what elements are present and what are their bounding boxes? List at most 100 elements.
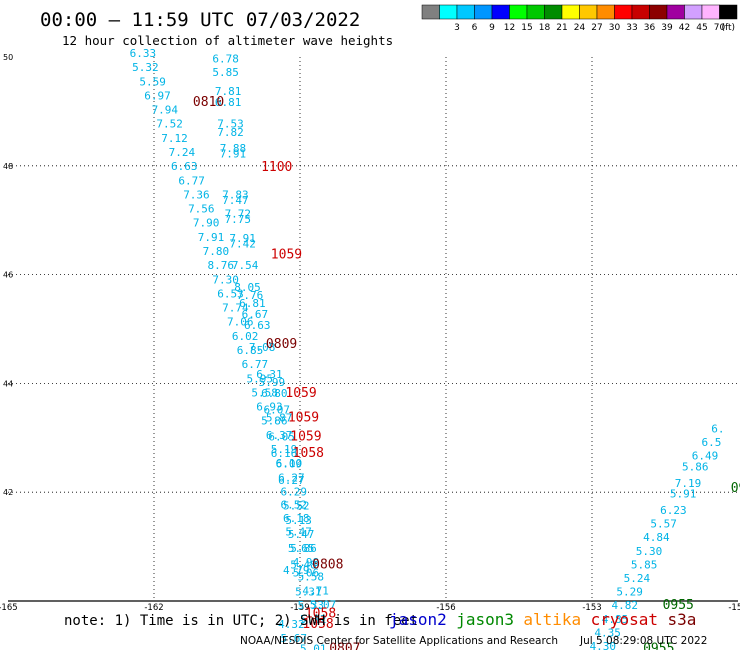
- swh-value-label: 5.57: [650, 518, 677, 531]
- colorbar-swatch: [544, 4, 563, 20]
- swh-value-label: 4.71: [302, 584, 329, 597]
- pass-time-label: 1058: [293, 446, 324, 461]
- swh-value-label: 6.63: [244, 319, 270, 332]
- swh-value-label: 6.80: [261, 387, 288, 400]
- pass-time-label: 0807: [329, 642, 360, 650]
- time-labels: 0810110010590809105910591059105808081058…: [193, 95, 740, 650]
- swh-value-label: 6.37: [266, 429, 293, 442]
- y-tick-label: 44: [3, 379, 13, 388]
- swh-value-label: 5.86: [290, 542, 317, 555]
- swh-value-label: 6.97: [144, 89, 171, 102]
- swh-value-label: 5.95: [246, 372, 273, 385]
- colorbar-legend: 3 6 9 12 15 18 21 24 27 30 33 36 39 42 45 70(ft): [421, 4, 738, 33]
- x-tick-label: -153: [582, 603, 601, 613]
- colorbar-swatch: [474, 4, 493, 20]
- swh-value-label: 6.16: [271, 447, 298, 460]
- chart-subtitle: 12 hour collection of altimeter wave hei…: [62, 33, 393, 48]
- swh-value-label: 7.42: [229, 237, 256, 250]
- swh-value-label: 5.33: [298, 599, 325, 612]
- swh-value-label: 7.91: [198, 231, 225, 244]
- swh-value-label: 7.56: [188, 203, 215, 216]
- pass-time-label: 1059: [285, 386, 316, 401]
- pass-time-label: 0809: [266, 337, 297, 352]
- swh-value-label: 7.52: [156, 118, 183, 131]
- swh-value-label: 4.98: [293, 556, 320, 569]
- swh-value-label: 6.02: [232, 330, 259, 343]
- colorbar-swatch: [684, 4, 703, 20]
- colorbar-label: 27: [591, 23, 602, 33]
- footer-note: note: 1) Time is in UTC; 2) SWH is in fe…: [64, 613, 418, 629]
- swh-value-label: 7.19: [675, 477, 702, 490]
- colorbar-label: 42: [679, 23, 690, 33]
- x-tick-label: -162: [144, 603, 163, 613]
- colorbar-swatch: [526, 4, 545, 20]
- swh-value-label: 7.83: [222, 188, 249, 201]
- colorbar-units: (ft): [721, 23, 735, 33]
- x-tick-label: -156: [436, 603, 455, 613]
- swh-value-label: 7.36: [183, 188, 210, 201]
- satellite-legend-item: s3a: [668, 610, 697, 629]
- pass-time-label: 09: [731, 481, 740, 496]
- satellite-legend-item: altika: [523, 610, 581, 629]
- swh-value-label: 5.47: [288, 528, 315, 541]
- swh-value-label: 6.29: [281, 485, 308, 498]
- swh-value-label: 5.65: [288, 542, 315, 555]
- swh-value-label: 4.30: [590, 640, 617, 650]
- swh-value-label: 6.27: [278, 474, 305, 487]
- swh-value-label: 7.82: [217, 126, 244, 139]
- swh-value-label: 6.81: [239, 297, 266, 310]
- swh-value-label: 7.91: [229, 232, 256, 245]
- swh-value-label: 5.19: [271, 443, 298, 456]
- swh-value-label: 6.77: [242, 358, 269, 371]
- pass-time-label: 1059: [290, 430, 321, 445]
- colorbar-swatch: [421, 4, 440, 20]
- satellite-legend-item: cryosat: [591, 610, 658, 629]
- colorbar-label: 15: [521, 23, 532, 33]
- satellite-legend-item: jason2: [389, 610, 447, 629]
- y-tick-label: 42: [3, 488, 13, 497]
- swh-value-label: 5.24: [624, 572, 651, 585]
- colorbar-swatch: [631, 4, 650, 20]
- swh-value-label: 7.90: [193, 217, 220, 230]
- colorbar-label: 18: [539, 23, 551, 33]
- colorbar-label: 24: [574, 23, 586, 33]
- colorbar-swatch: [596, 4, 615, 20]
- swh-value-label: 5.52: [283, 500, 310, 513]
- swh-value-label: 6.07: [264, 403, 291, 416]
- swh-value-label: 7.88: [220, 142, 247, 155]
- colorbar-label: 21: [556, 23, 567, 33]
- swh-value-label: 6.23: [660, 504, 687, 517]
- swh-value-label: 4.85: [602, 613, 629, 626]
- colorbar-swatch: [509, 4, 528, 20]
- swh-value-label: 5.99: [259, 376, 286, 389]
- swh-value-label: 5.31: [295, 586, 322, 599]
- swh-value-label: 6.77: [178, 174, 205, 187]
- swh-value-label: 6.33: [130, 47, 157, 60]
- colorbar-label: 36: [644, 23, 656, 33]
- x-tick-label: -165: [0, 603, 18, 613]
- pass-time-label: 0955: [663, 598, 694, 613]
- swh-value-label: 7.47: [222, 194, 249, 207]
- swh-value-label: 7.72: [225, 207, 252, 220]
- plot-grid: [8, 57, 738, 602]
- pass-time-label: 0810: [193, 95, 224, 110]
- swh-value-label: 5.13: [285, 514, 312, 527]
- colorbar-swatch: [561, 4, 580, 20]
- swh-value-label: 6.81: [215, 96, 242, 109]
- colorbar-swatch: [491, 4, 510, 20]
- swh-value-label: 5.06: [293, 567, 320, 580]
- swh-value-label: 7.75: [225, 213, 252, 226]
- swh-value-label: 6.27: [278, 471, 305, 484]
- swh-value-label: 5.86: [261, 415, 288, 428]
- swh-labels: 6.335.325.596.977.947.527.127.246.636.77…: [130, 47, 725, 650]
- swh-value-label: 4.79: [283, 564, 310, 577]
- swh-value-label: 6.: [711, 422, 724, 435]
- x-tick-label: -159: [290, 603, 309, 613]
- swh-value-label: 5.86: [682, 460, 709, 473]
- colorbar-label: 3: [454, 23, 460, 33]
- colorbar-label: 33: [626, 23, 637, 33]
- swh-value-label: 5.32: [132, 61, 159, 74]
- swh-value-label: 6.31: [256, 368, 283, 381]
- swh-value-label: 6.53: [217, 287, 244, 300]
